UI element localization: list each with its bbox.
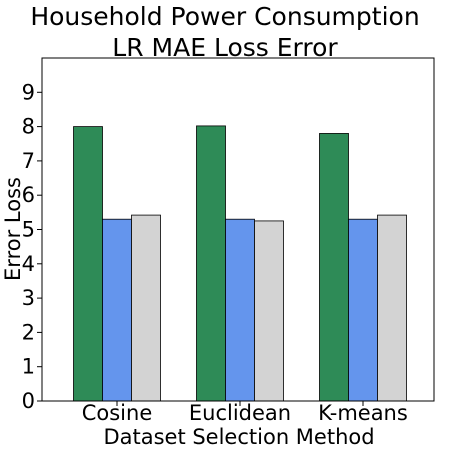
x-axis-label: Dataset Selection Method	[103, 425, 374, 449]
bar-k-means-series-1	[319, 133, 349, 402]
chart-title-line-2: LR MAE Loss Error	[112, 33, 338, 62]
bar-k-means-series-3	[377, 214, 407, 402]
bar-cosine-series-2	[102, 218, 132, 402]
y-tick-label: 9	[22, 80, 35, 104]
bar-euclidean-series-2	[225, 218, 255, 402]
chart-title-line-1: Household Power Consumption	[30, 2, 419, 31]
bar-euclidean-series-3	[254, 220, 284, 402]
y-tick-label: 2	[22, 320, 35, 344]
plot-frame	[41, 57, 435, 402]
bar-k-means-series-2	[348, 218, 378, 402]
y-axis-label: Error Loss	[1, 177, 25, 281]
bar-cosine-series-3	[131, 214, 161, 402]
y-tick-label: 4	[22, 252, 35, 276]
y-tick-label: 6	[22, 183, 35, 207]
x-tick-label: K-means	[318, 401, 408, 425]
y-tick-label: 3	[22, 286, 35, 310]
bar-cosine-series-1	[73, 126, 103, 402]
y-tick-label: 1	[22, 355, 35, 379]
x-tick-label: Cosine	[82, 401, 153, 425]
y-tick-label: 0	[22, 389, 35, 413]
x-axis-ticks: Cosine Euclidean K-means	[82, 401, 408, 425]
y-tick-label: 7	[22, 149, 35, 173]
bar-euclidean-series-1	[196, 125, 226, 402]
x-tick-label: Euclidean	[189, 401, 291, 425]
bars-group	[73, 125, 407, 402]
y-tick-label: 8	[22, 115, 35, 139]
y-axis-ticks: 0 1 2 3 4 5 6 7 8 9	[22, 80, 42, 413]
y-tick-label: 5	[22, 218, 35, 242]
